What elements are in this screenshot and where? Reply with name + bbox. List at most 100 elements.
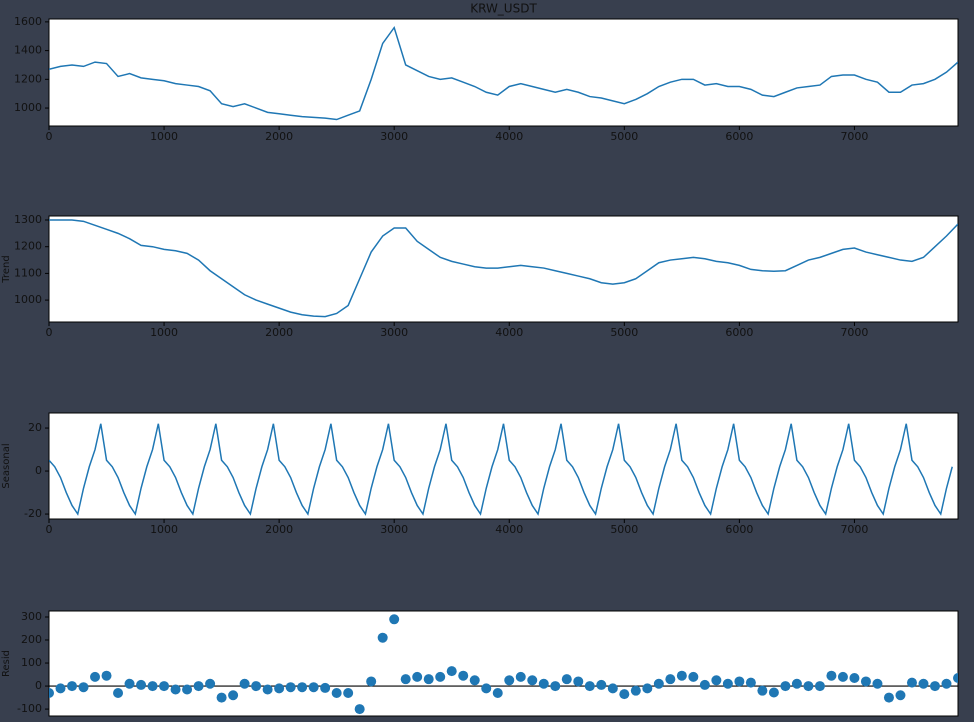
series-line xyxy=(49,25,958,121)
x-tick-label: 0 xyxy=(46,130,53,143)
y-axis-label: Seasonal xyxy=(1,443,12,488)
resid-point xyxy=(561,674,572,685)
y-tick-label: 20 xyxy=(28,421,42,434)
x-tick-label: 4000 xyxy=(495,523,523,536)
plot-area xyxy=(48,18,959,127)
resid-point xyxy=(205,678,216,689)
resid-point xyxy=(458,670,469,681)
x-tick-label: 7000 xyxy=(840,523,868,536)
resid-point xyxy=(182,684,193,695)
resid-point xyxy=(274,683,285,694)
resid-point xyxy=(642,683,653,694)
resid-point xyxy=(446,666,457,677)
x-tick-label: 2000 xyxy=(265,130,293,143)
x-tick-label: 6000 xyxy=(725,130,753,143)
x-tick-label: 7000 xyxy=(840,326,868,339)
resid-point xyxy=(803,681,814,692)
x-tick-label: 1000 xyxy=(150,130,178,143)
y-tick-label: -100 xyxy=(17,702,42,715)
plot-group xyxy=(49,423,953,516)
resid-point xyxy=(906,677,917,688)
resid-point xyxy=(159,681,170,692)
x-tick-label: 3000 xyxy=(380,523,408,536)
resid-point xyxy=(527,675,538,686)
resid-point xyxy=(297,682,308,693)
resid-point xyxy=(366,676,377,687)
resid-point xyxy=(389,614,400,625)
x-tick-label: 1000 xyxy=(150,326,178,339)
plot-group xyxy=(49,614,958,715)
resid-point xyxy=(412,671,423,682)
x-tick-label: 0 xyxy=(46,523,53,536)
y-tick-label: 1000 xyxy=(14,293,42,306)
resid-point xyxy=(872,678,883,689)
resid-point xyxy=(136,679,147,690)
plot-area xyxy=(48,215,959,323)
y-tick-label: 1600 xyxy=(14,15,42,28)
resid-point xyxy=(400,674,411,685)
x-tick-label: 2000 xyxy=(265,326,293,339)
x-tick-label: 1000 xyxy=(150,523,178,536)
x-tick-label: 4000 xyxy=(495,130,523,143)
resid-point xyxy=(895,690,906,701)
resid-point xyxy=(860,676,871,687)
y-tick-label: 1000 xyxy=(14,101,42,114)
resid-point xyxy=(147,681,158,692)
resid-point xyxy=(619,689,630,700)
resid-point xyxy=(354,704,365,715)
resid-point xyxy=(343,687,354,698)
series-line xyxy=(49,219,958,318)
resid-point xyxy=(170,684,181,695)
resid-point xyxy=(492,687,503,698)
plot-group xyxy=(49,25,958,121)
x-tick-label: 5000 xyxy=(610,326,638,339)
resid-point xyxy=(113,687,124,698)
x-tick-label: 2000 xyxy=(265,523,293,536)
plot-area xyxy=(48,412,959,520)
resid-point xyxy=(55,683,66,694)
y-tick-label: 100 xyxy=(21,656,42,669)
resid-point xyxy=(883,692,894,703)
x-tick-label: 6000 xyxy=(725,523,753,536)
y-tick-label: 1100 xyxy=(14,266,42,279)
resid-point xyxy=(780,681,791,692)
resid-point xyxy=(722,678,733,689)
resid-point xyxy=(711,675,722,686)
y-tick-label: 1200 xyxy=(14,72,42,85)
resid-point xyxy=(791,678,802,689)
resid-point xyxy=(262,684,273,695)
resid-point xyxy=(699,679,710,690)
resid-point xyxy=(469,675,480,686)
plot-area xyxy=(48,610,959,717)
resid-point xyxy=(768,687,779,698)
y-tick-label: 0 xyxy=(35,679,42,692)
resid-point xyxy=(251,681,262,692)
y-tick-label: 1200 xyxy=(14,240,42,253)
resid-point xyxy=(573,676,584,687)
x-tick-label: 4000 xyxy=(495,326,523,339)
resid-point xyxy=(320,682,331,693)
resid-point xyxy=(814,681,825,692)
y-tick-label: -20 xyxy=(24,507,42,520)
resid-point xyxy=(653,678,664,689)
chart-title: KRW_USDT xyxy=(470,2,537,16)
resid-point xyxy=(734,676,745,687)
resid-point xyxy=(918,678,929,689)
x-tick-label: 3000 xyxy=(380,326,408,339)
resid-point xyxy=(481,683,492,694)
resid-point xyxy=(49,687,54,698)
resid-point xyxy=(228,690,239,701)
resid-point xyxy=(331,687,342,698)
resid-point xyxy=(607,683,618,694)
resid-point xyxy=(239,678,250,689)
resid-point xyxy=(90,671,101,682)
y-axis-label: Trend xyxy=(1,255,12,283)
x-tick-label: 5000 xyxy=(610,523,638,536)
x-tick-label: 5000 xyxy=(610,130,638,143)
x-tick-label: 0 xyxy=(46,326,53,339)
resid-point xyxy=(757,685,768,696)
y-tick-label: 0 xyxy=(35,464,42,477)
resid-point xyxy=(630,685,641,696)
